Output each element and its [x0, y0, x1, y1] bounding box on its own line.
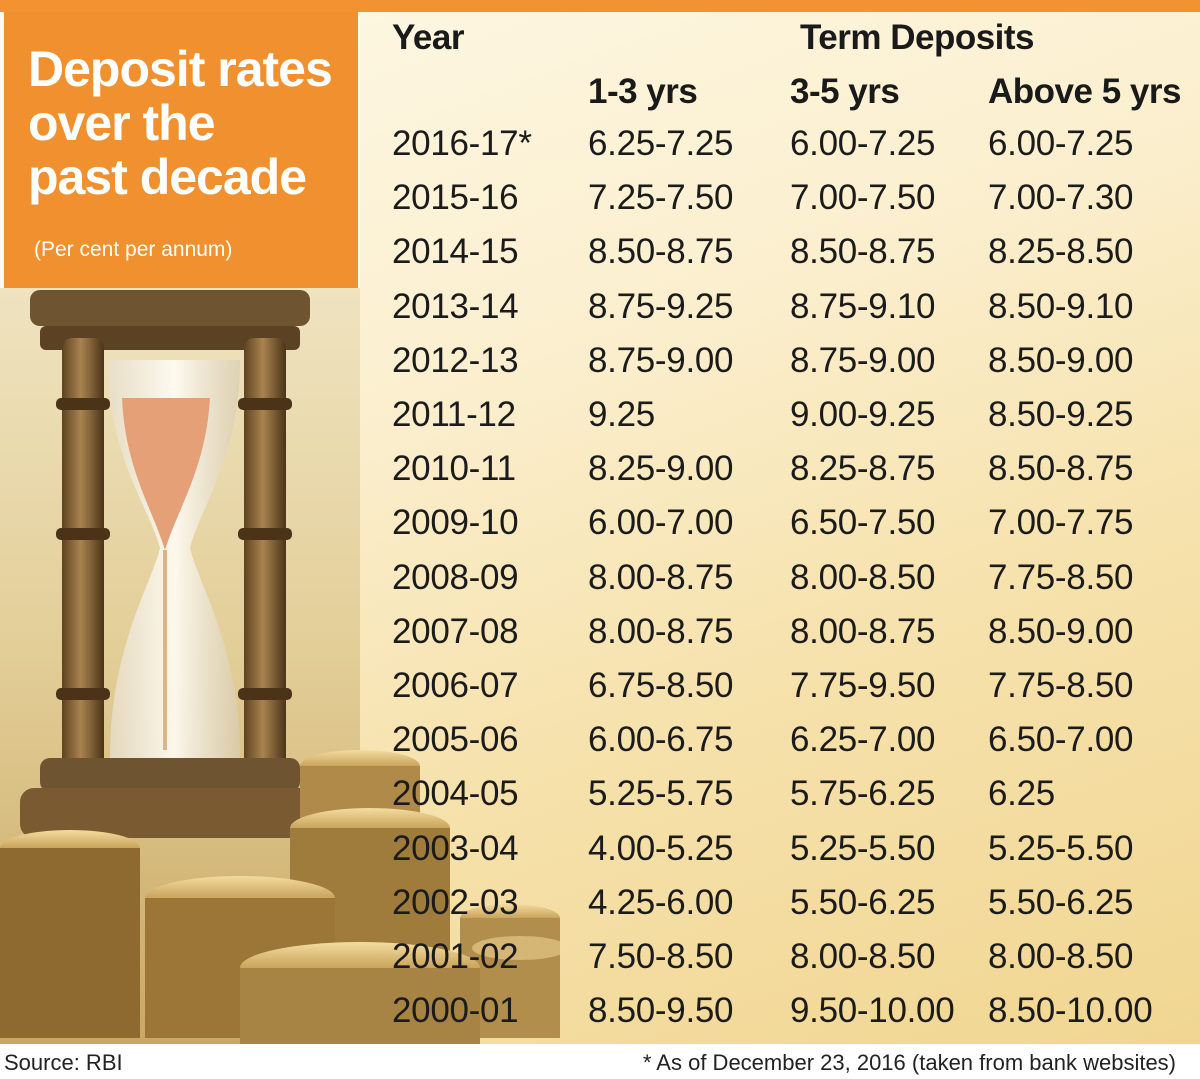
rate-above-5-yrs-cell: 7.00-7.30: [988, 178, 1134, 217]
year-cell: 2003-04: [392, 829, 519, 868]
rate-1-3-yrs-cell: 5.25-5.75: [588, 774, 734, 813]
rate-1-3-yrs-cell: 9.25: [588, 395, 655, 434]
rate-above-5-yrs-cell: 6.50-7.00: [988, 720, 1134, 759]
year-cell: 2009-10: [392, 503, 519, 542]
rate-above-5-yrs-cell: 8.50-10.00: [988, 991, 1153, 1030]
title-line-1: Deposit rates: [28, 41, 333, 97]
rate-3-5-yrs-cell: 7.75-9.50: [790, 666, 936, 705]
year-cell: 2002-03: [392, 883, 519, 922]
rate-above-5-yrs-cell: 7.75-8.50: [988, 666, 1134, 705]
rate-above-5-yrs-cell: 7.75-8.50: [988, 558, 1134, 597]
rate-above-5-yrs-cell: 7.00-7.75: [988, 503, 1134, 542]
rate-1-3-yrs-cell: 6.00-6.75: [588, 720, 734, 759]
title-line-3: past decade: [28, 149, 307, 205]
rate-1-3-yrs-cell: 8.75-9.25: [588, 287, 734, 326]
year-cell: 2016-17*: [392, 124, 532, 163]
rate-3-5-yrs-cell: 8.75-9.10: [790, 287, 936, 326]
year-cell: 2004-05: [392, 774, 519, 813]
rate-above-5-yrs-cell: 8.50-9.10: [988, 287, 1134, 326]
title-box: Deposit rates over the past decade (Per …: [4, 12, 358, 288]
year-cell: 2015-16: [392, 178, 519, 217]
rate-1-3-yrs-cell: 8.00-8.75: [588, 558, 734, 597]
rate-1-3-yrs-cell: 4.00-5.25: [588, 829, 734, 868]
rate-above-5-yrs-cell: 8.50-8.75: [988, 449, 1134, 488]
year-header: Year: [392, 18, 464, 57]
rate-3-5-yrs-cell: 6.50-7.50: [790, 503, 936, 542]
coin-stacks: [0, 750, 560, 1044]
rate-1-3-yrs-cell: 6.25-7.25: [588, 124, 734, 163]
rate-3-5-yrs-cell: 9.50-10.00: [790, 991, 955, 1030]
col-header-1-3-yrs: 1-3 yrs: [588, 72, 698, 111]
rate-above-5-yrs-cell: 6.25: [988, 774, 1055, 813]
title-line-2: over the: [28, 95, 216, 151]
rate-1-3-yrs-cell: 6.75-8.50: [588, 666, 734, 705]
rate-3-5-yrs-cell: 6.00-7.25: [790, 124, 936, 163]
year-cell: 2001-02: [392, 937, 519, 976]
rate-1-3-yrs-cell: 8.25-9.00: [588, 449, 734, 488]
rate-3-5-yrs-cell: 5.50-6.25: [790, 883, 936, 922]
rate-3-5-yrs-cell: 9.00-9.25: [790, 395, 936, 434]
rate-above-5-yrs-cell: 8.50-9.00: [988, 612, 1134, 651]
rate-above-5-yrs-cell: 5.50-6.25: [988, 883, 1134, 922]
rate-1-3-yrs-cell: 7.25-7.50: [588, 178, 734, 217]
year-cell: 2014-15: [392, 232, 519, 271]
rate-above-5-yrs-cell: 6.00-7.25: [988, 124, 1134, 163]
rate-3-5-yrs-cell: 8.50-8.75: [790, 232, 936, 271]
year-cell: 2010-11: [392, 449, 516, 488]
rate-1-3-yrs-cell: 8.50-9.50: [588, 991, 734, 1030]
rate-1-3-yrs-cell: 8.75-9.00: [588, 341, 734, 380]
top-accent-bar: [0, 0, 1200, 12]
rate-1-3-yrs-cell: 8.50-8.75: [588, 232, 734, 271]
footer: Source: RBI * As of December 23, 2016 (t…: [0, 1044, 1200, 1079]
rate-above-5-yrs-cell: 8.50-9.25: [988, 395, 1134, 434]
hourglass-coins-illustration: [0, 290, 560, 1044]
rate-1-3-yrs-cell: 4.25-6.00: [588, 883, 734, 922]
rate-3-5-yrs-cell: 8.00-8.75: [790, 612, 936, 651]
year-cell: 2011-12: [392, 395, 516, 434]
year-cell: 2006-07: [392, 666, 519, 705]
rate-1-3-yrs-cell: 6.00-7.00: [588, 503, 734, 542]
year-cell: 2008-09: [392, 558, 519, 597]
rate-3-5-yrs-cell: 6.25-7.00: [790, 720, 936, 759]
year-cell: 2000-01: [392, 991, 519, 1030]
source-note: Source: RBI: [4, 1050, 123, 1075]
year-cell: 2013-14: [392, 287, 519, 326]
rate-3-5-yrs-cell: 7.00-7.50: [790, 178, 936, 217]
hourglass-icon: [20, 290, 320, 838]
group-header: Term Deposits: [800, 18, 1035, 57]
asterisk-note: * As of December 23, 2016 (taken from ba…: [642, 1050, 1176, 1075]
col-header-above-5-yrs: Above 5 yrs: [988, 72, 1181, 111]
rate-1-3-yrs-cell: 7.50-8.50: [588, 937, 734, 976]
rate-3-5-yrs-cell: 8.00-8.50: [790, 937, 936, 976]
rate-above-5-yrs-cell: 5.25-5.50: [988, 829, 1134, 868]
rate-3-5-yrs-cell: 8.75-9.00: [790, 341, 936, 380]
subtitle: (Per cent per annum): [34, 238, 233, 261]
rate-above-5-yrs-cell: 8.00-8.50: [988, 937, 1134, 976]
rate-3-5-yrs-cell: 8.25-8.75: [790, 449, 936, 488]
rate-1-3-yrs-cell: 8.00-8.75: [588, 612, 734, 651]
rate-3-5-yrs-cell: 8.00-8.50: [790, 558, 936, 597]
rate-3-5-yrs-cell: 5.75-6.25: [790, 774, 936, 813]
table-background: [360, 12, 1200, 1044]
year-cell: 2007-08: [392, 612, 519, 651]
rate-above-5-yrs-cell: 8.50-9.00: [988, 341, 1134, 380]
year-cell: 2012-13: [392, 341, 519, 380]
rate-3-5-yrs-cell: 5.25-5.50: [790, 829, 936, 868]
rate-above-5-yrs-cell: 8.25-8.50: [988, 232, 1134, 271]
year-cell: 2005-06: [392, 720, 519, 759]
col-header-3-5-yrs: 3-5 yrs: [790, 72, 900, 111]
